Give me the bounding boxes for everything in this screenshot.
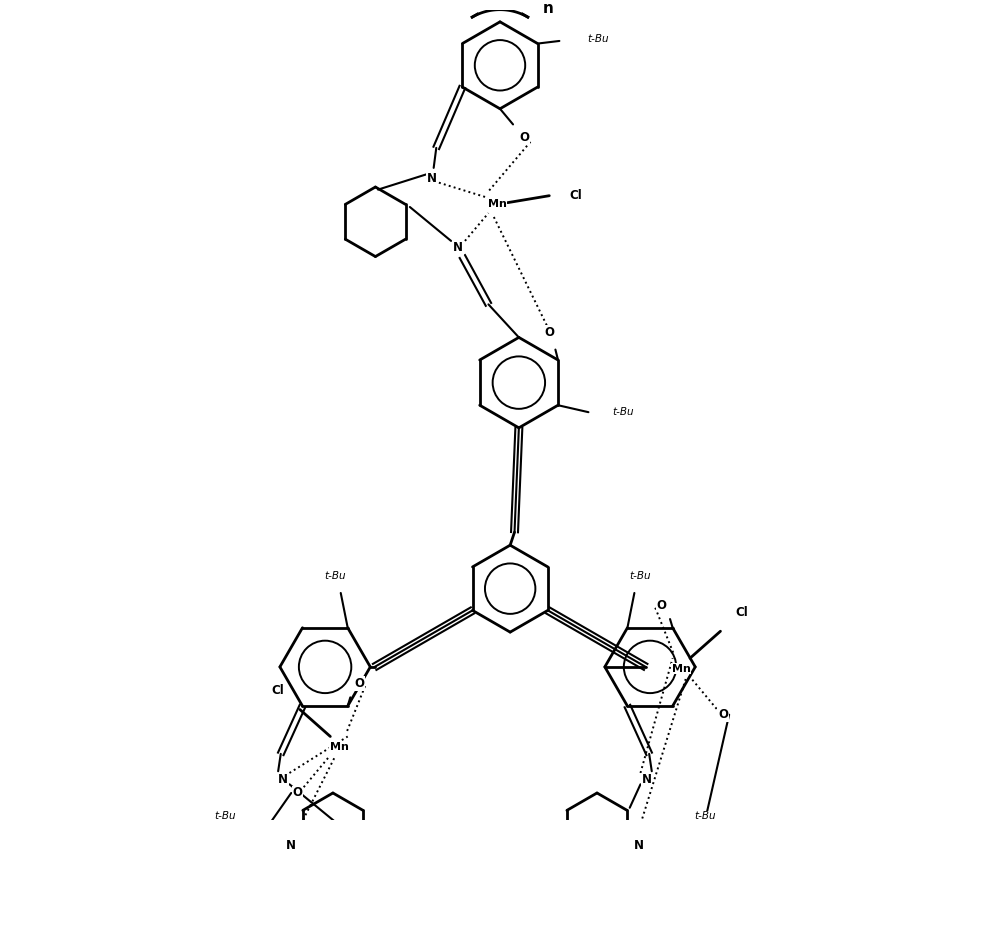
Text: O: O	[544, 325, 554, 338]
Text: t-Bu: t-Bu	[612, 407, 634, 418]
Text: t-Bu: t-Bu	[214, 812, 236, 821]
Text: O: O	[519, 131, 529, 144]
Text: t-Bu: t-Bu	[588, 34, 609, 44]
Text: t-Bu: t-Bu	[630, 570, 651, 581]
Text: N: N	[427, 171, 437, 185]
Text: Cl: Cl	[569, 189, 582, 202]
Text: N: N	[278, 774, 288, 787]
Text: Mn: Mn	[488, 199, 507, 210]
Text: N: N	[453, 241, 463, 254]
Text: N: N	[286, 839, 296, 852]
Text: n: n	[542, 1, 553, 16]
Text: n: n	[136, 929, 147, 932]
Text: O: O	[656, 598, 666, 611]
Text: Mn: Mn	[330, 742, 348, 752]
Text: O: O	[354, 677, 364, 690]
Text: N: N	[634, 839, 644, 852]
Text: t-Bu: t-Bu	[324, 570, 345, 581]
Text: t-Bu: t-Bu	[694, 812, 716, 821]
Text: n: n	[783, 929, 794, 932]
Text: Mn: Mn	[672, 664, 691, 674]
Text: O: O	[292, 787, 302, 800]
Text: O: O	[718, 708, 728, 721]
Text: Cl: Cl	[736, 606, 749, 619]
Text: N: N	[642, 774, 652, 787]
Text: Cl: Cl	[272, 684, 285, 697]
